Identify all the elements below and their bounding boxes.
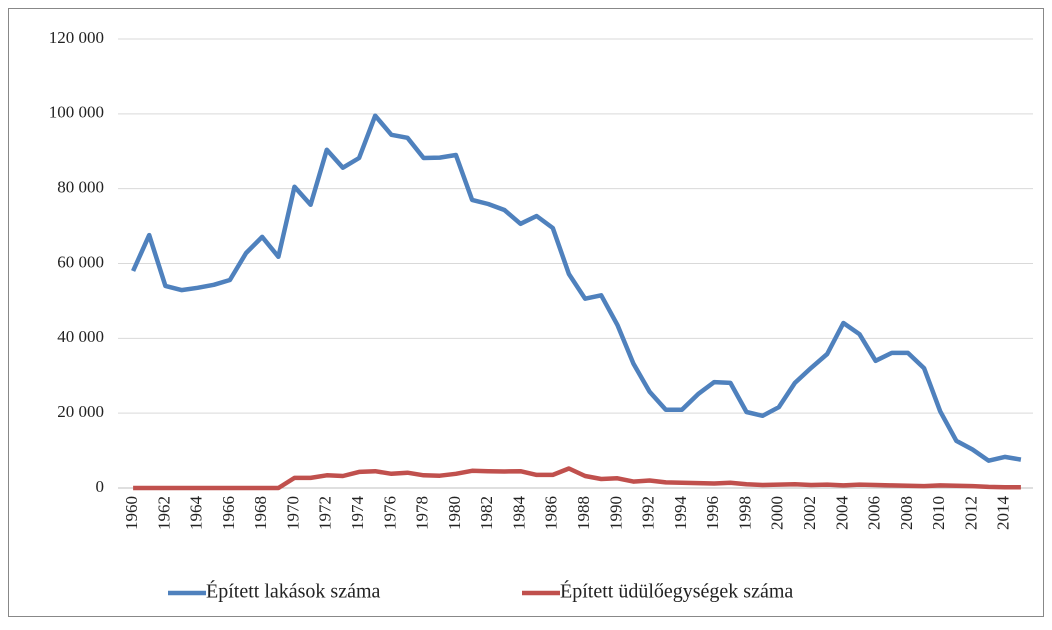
x-tick-label: 2010 <box>929 496 948 530</box>
x-tick-label: 1992 <box>639 496 658 530</box>
x-tick-label: 1998 <box>735 496 754 530</box>
x-tick-label: 1972 <box>316 496 335 530</box>
x-tick-label: 1960 <box>122 496 141 530</box>
y-tick-label: 0 <box>96 477 105 496</box>
x-tick-label: 1974 <box>348 496 367 531</box>
y-tick-label: 60 000 <box>57 252 104 271</box>
series-line <box>131 113 1022 463</box>
legend-label: Épített üdülőegységek száma <box>560 580 793 603</box>
x-tick-label: 1966 <box>219 496 238 530</box>
y-tick-label: 120 000 <box>49 28 104 47</box>
x-tick-label: 2002 <box>800 496 819 530</box>
y-tick-label: 80 000 <box>57 178 104 197</box>
x-tick-label: 1976 <box>380 496 399 530</box>
x-tick-label: 1990 <box>606 496 625 530</box>
x-tick-label: 2004 <box>832 496 851 531</box>
x-tick-label: 2008 <box>897 496 916 530</box>
chart-border <box>8 8 1044 617</box>
y-tick-label: 20 000 <box>57 402 104 421</box>
x-tick-label: 1962 <box>154 496 173 530</box>
x-tick-label: 1978 <box>413 496 432 530</box>
x-tick-label: 1996 <box>703 496 722 530</box>
x-tick-label: 2006 <box>865 496 884 530</box>
y-tick-label: 100 000 <box>49 103 104 122</box>
x-tick-label: 1968 <box>251 496 270 530</box>
x-tick-label: 2012 <box>961 496 980 530</box>
x-tick-label: 1982 <box>477 496 496 530</box>
x-tick-label: 1986 <box>542 496 561 530</box>
x-tick-label: 1994 <box>671 496 690 531</box>
legend-label: Épített lakások száma <box>206 580 381 603</box>
y-tick-label: 40 000 <box>57 327 104 346</box>
x-tick-label: 1964 <box>187 496 206 531</box>
x-tick-label: 1970 <box>283 496 302 530</box>
x-tick-label: 1984 <box>509 496 528 531</box>
x-tick-label: 1988 <box>574 496 593 530</box>
x-tick-label: 2014 <box>994 495 1013 530</box>
series-line <box>133 466 1021 491</box>
x-tick-label: 2000 <box>768 496 787 530</box>
x-tick-label: 1980 <box>445 496 464 530</box>
